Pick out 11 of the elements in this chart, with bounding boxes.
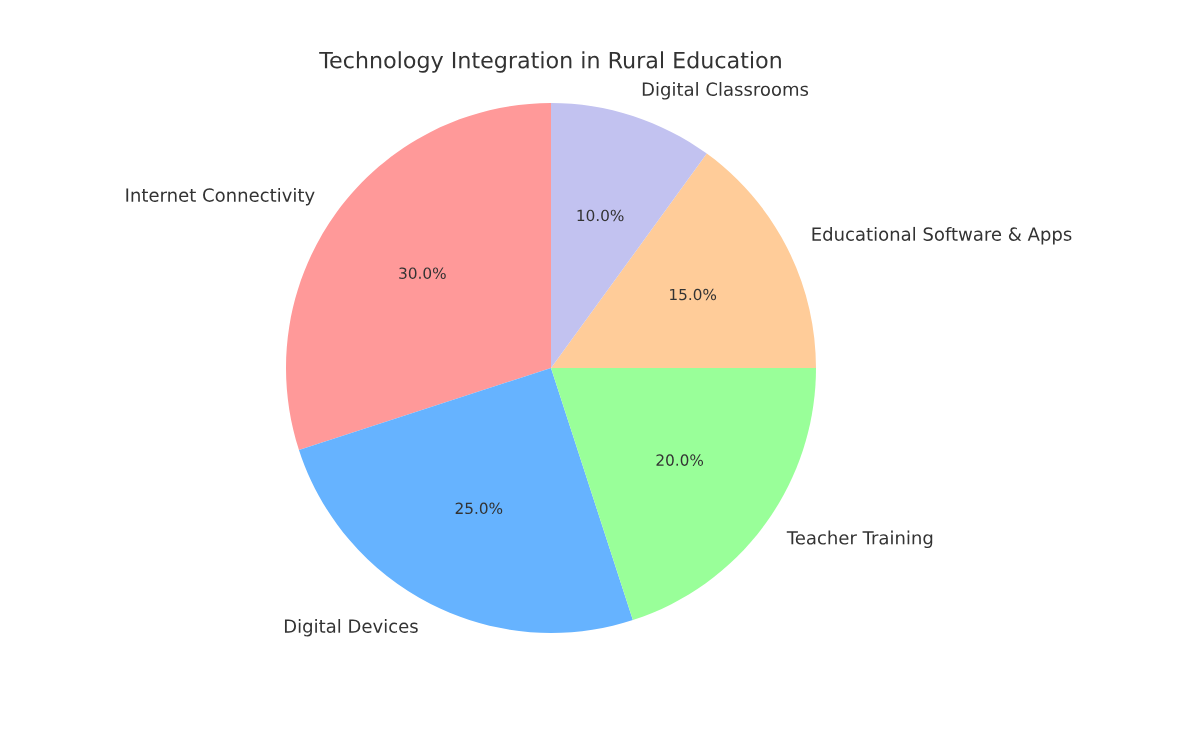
slice-label: Teacher Training [786, 530, 933, 549]
slice-label: Internet Connectivity [126, 187, 315, 206]
data-label: 20.0% [656, 454, 704, 466]
slice-label: Digital Devices [284, 618, 418, 637]
data-label: 25.0% [455, 502, 503, 515]
slice-label: Educational Software & Apps [812, 226, 1072, 245]
data-label: 30.0% [399, 267, 446, 279]
data-label: 10.0% [577, 209, 624, 222]
chart-title: Technology Integration in Rural Education [319, 51, 781, 73]
data-label: 15.0% [670, 288, 717, 301]
slice-label: Digital Classrooms [642, 82, 809, 100]
